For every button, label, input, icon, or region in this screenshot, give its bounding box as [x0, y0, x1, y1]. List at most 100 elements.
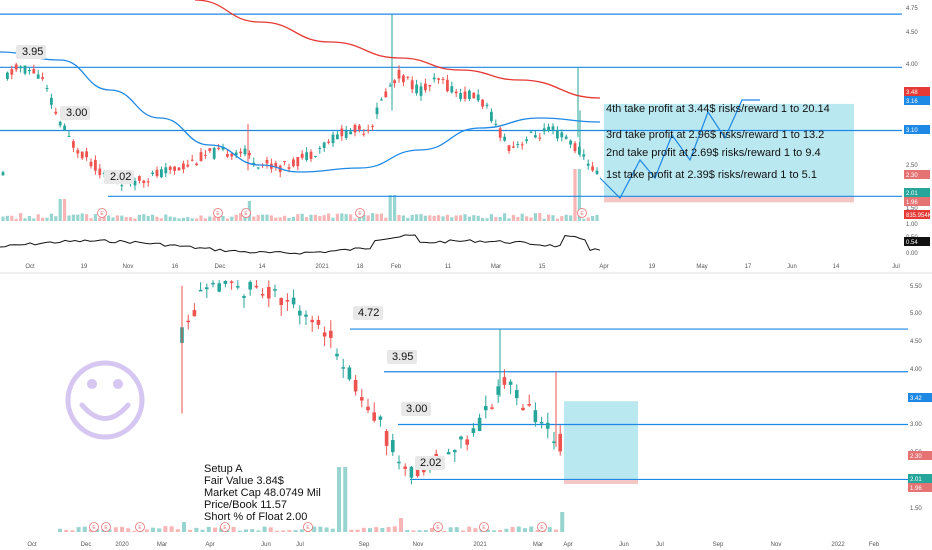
top-volume-bar: [520, 213, 524, 221]
top-candle-body: [529, 131, 533, 133]
top-volume-bar: [573, 169, 577, 221]
top-candle-body: [454, 91, 458, 94]
bottom-volume-bar: [293, 530, 298, 532]
top-candle-body: [94, 159, 97, 171]
bottom-volume-bar: [461, 530, 465, 532]
bottom-candle-body: [236, 286, 240, 288]
bottom-price-badge: [908, 474, 932, 483]
smiley-outline: [65, 360, 145, 440]
top-volume-bar: [168, 216, 172, 221]
bottom-candle-body: [397, 461, 401, 464]
top-volume-bar: [591, 216, 595, 221]
top-candle-body: [208, 148, 212, 151]
top-earnings-label: E: [216, 211, 220, 217]
smiley-mouth: [79, 402, 131, 421]
top-candle-body: [371, 125, 374, 127]
top-volume-bar: [181, 217, 185, 221]
top-volume-bar: [507, 218, 511, 221]
top-candle-body: [309, 151, 313, 159]
top-candle-body: [336, 134, 339, 140]
top-candle-body: [256, 167, 260, 169]
bottom-volume-bar: [349, 529, 354, 532]
bottom-stop-box: [564, 480, 638, 484]
top-candle-body: [551, 126, 555, 130]
top-x-tick: 16: [172, 264, 179, 270]
top-candle-body: [292, 159, 295, 167]
bottom-volume-bar: [157, 528, 162, 532]
top-volume-bar: [58, 199, 62, 221]
top-volume-bar: [547, 214, 551, 221]
top-candle-body: [402, 75, 405, 83]
top-price-badge-label: 2.01: [906, 191, 918, 197]
bottom-candle-body: [223, 280, 228, 284]
top-candle-body: [221, 146, 225, 150]
top-x-tick: 18: [357, 264, 364, 270]
top-candle-body: [239, 151, 242, 154]
top-candle-body: [494, 123, 498, 125]
bottom-earnings-label: E: [223, 525, 227, 531]
bottom-candle-body: [409, 466, 414, 478]
top-candle-body: [415, 84, 418, 94]
bottom-volume-bar: [399, 518, 403, 532]
bottom-volume-bar: [120, 526, 124, 532]
top-x-tick: Jun: [787, 264, 797, 270]
bottom-volume-bar: [231, 526, 236, 532]
top-volume-bar: [309, 214, 313, 221]
bottom-volume-bar: [485, 529, 490, 532]
top-volume-bar: [10, 215, 14, 221]
top-earnings-label: E: [244, 211, 248, 217]
top-x-tick: Dec: [215, 264, 226, 270]
bottom-candle-body: [446, 452, 451, 455]
top-earnings-marker: [97, 208, 107, 218]
weekly-chart-panel: 4.72 3.95 3.00 2.02 E E E E E E E E Setup A Fair V…: [0, 272, 932, 548]
bottom-earnings-marker: [220, 522, 230, 532]
top-volume-bar: [67, 215, 71, 221]
top-price-badge-label: 3.48: [906, 90, 918, 96]
bottom-x-tick: Sep: [713, 542, 724, 548]
top-volume-bar: [349, 214, 353, 221]
top-volume-bar: [287, 217, 291, 221]
bottom-volume-bar: [547, 527, 552, 532]
top-candle-body: [516, 144, 520, 146]
bottom-volume-bar: [392, 526, 397, 532]
bottom-volume-bar: [535, 530, 540, 532]
bottom-x-tick: Apr: [563, 542, 572, 548]
top-volume-bar: [331, 217, 335, 221]
top-volume-bar: [582, 218, 586, 221]
bottom-volume-bar: [448, 527, 453, 532]
top-candle-body: [428, 84, 432, 87]
bottom-earnings-label: E: [540, 525, 544, 531]
top-candle-body: [547, 126, 550, 131]
bottom-candle-body: [378, 416, 383, 420]
bottom-candle-body: [205, 287, 209, 290]
bottom-volume-bar: [386, 527, 391, 532]
bottom-candle-body: [372, 412, 376, 421]
bottom-y-tick: 5.00: [910, 311, 922, 317]
bottom-volume-bar: [411, 530, 416, 532]
top-volume-bar: [393, 195, 397, 221]
top-x-tick: 17: [745, 264, 752, 270]
bottom-candle-body: [198, 289, 203, 292]
top-x-tick: 11: [445, 264, 452, 270]
bottom-candle-body: [546, 422, 550, 429]
bottom-volume-bar: [299, 529, 304, 532]
top-price-badge: [904, 87, 930, 96]
bottom-target-box: [564, 401, 638, 480]
top-level-label-box: [16, 45, 46, 59]
bottom-level-label-box: [401, 402, 431, 416]
top-volume-bar: [481, 217, 485, 221]
bottom-volume-bar: [374, 527, 379, 532]
top-price-badge-label: 2.30: [906, 173, 918, 179]
top-volume-bar: [586, 217, 590, 221]
top-candle-body: [591, 166, 594, 171]
top-volume-bar: [529, 217, 533, 221]
top-x-tick: 14: [259, 264, 266, 270]
top-volume-bar: [76, 214, 80, 221]
top-candle-body: [393, 80, 396, 84]
top-candle-body: [58, 121, 62, 126]
bottom-volume-bar: [250, 529, 255, 532]
bottom-volume-bar: [163, 526, 168, 532]
bottom-volume-bar: [318, 526, 323, 532]
bottom-volume-bar: [492, 530, 496, 532]
bottom-x-tick: Jul: [296, 542, 304, 548]
